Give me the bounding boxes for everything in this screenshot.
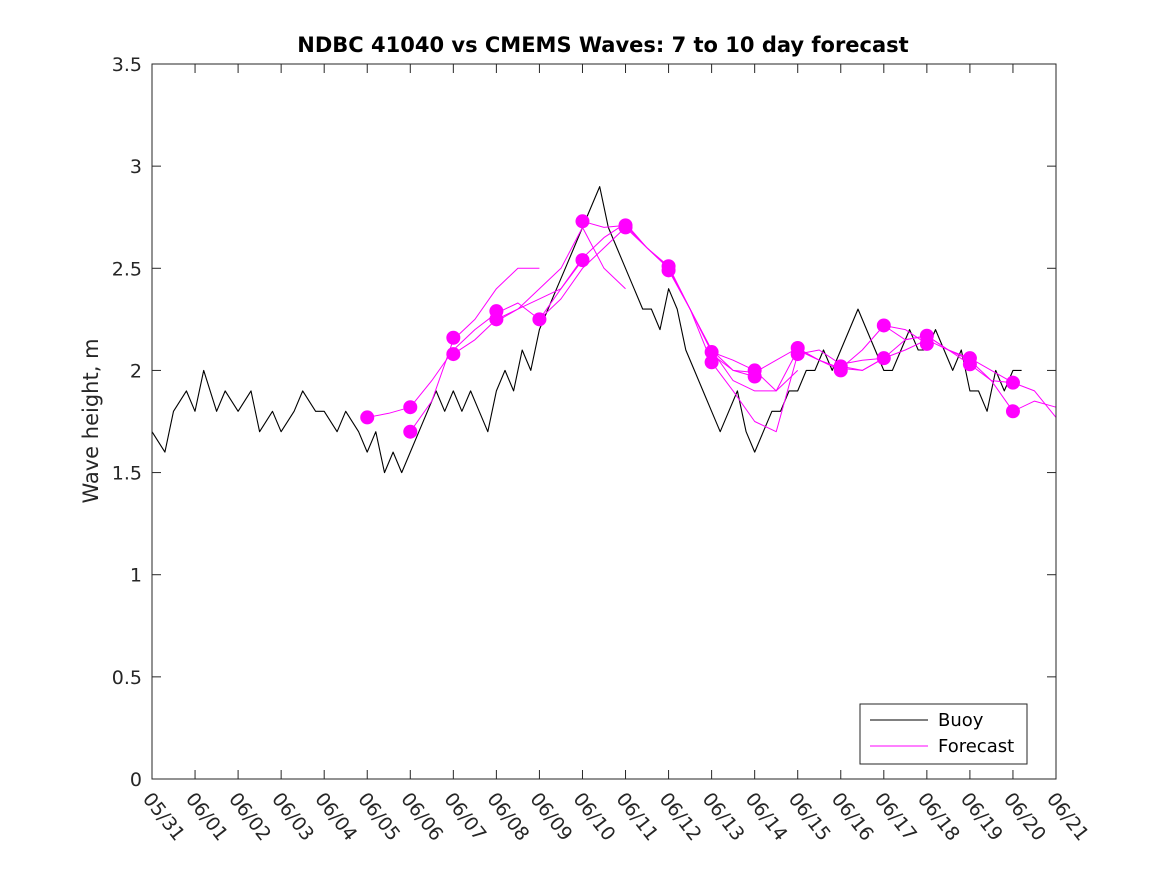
forecast-marker	[446, 347, 461, 362]
chart-title: NDBC 41040 vs CMEMS Waves: 7 to 10 day f…	[297, 33, 908, 57]
forecast-series-line-4	[496, 226, 626, 322]
forecast-marker	[489, 312, 504, 327]
forecast-marker	[833, 363, 848, 378]
legend-entry-buoy: Buoy	[938, 710, 984, 731]
forecast-marker	[360, 410, 375, 425]
forecast-marker	[403, 400, 418, 415]
forecast-marker	[1005, 375, 1020, 390]
y-tick-label: 3.5	[112, 54, 142, 76]
y-tick-label: 2	[130, 360, 142, 382]
forecast-marker	[876, 351, 891, 366]
forecast-marker	[532, 312, 547, 327]
forecast-marker	[618, 220, 633, 235]
y-axis-label: Wave height, m	[79, 338, 103, 503]
legend: Buoy Forecast	[859, 703, 1028, 765]
y-tick-label: 0	[130, 769, 142, 791]
forecast-marker	[575, 253, 590, 268]
forecast-marker	[704, 355, 719, 370]
forecast-marker	[747, 369, 762, 384]
forecast-marker	[919, 336, 934, 351]
axes-box	[151, 63, 1057, 780]
forecast-series-line-8	[668, 270, 884, 433]
forecast-marker	[790, 347, 805, 362]
forecast-marker	[575, 214, 590, 229]
forecast-marker	[1005, 404, 1020, 419]
forecast-series-line-2	[409, 267, 540, 432]
legend-box	[859, 703, 1028, 765]
forecast-marker	[704, 345, 719, 360]
y-tick-label: 1.5	[112, 463, 142, 485]
y-tick-label: 1	[130, 565, 142, 587]
y-tick-label: 0.5	[112, 667, 142, 689]
y-tick-label: 3	[130, 156, 142, 178]
y-tick-label: 2.5	[112, 258, 142, 280]
legend-entry-forecast: Forecast	[938, 736, 1014, 757]
forecast-marker	[962, 357, 977, 372]
forecast-marker	[661, 263, 676, 278]
forecast-marker	[403, 424, 418, 439]
forecast-marker	[446, 330, 461, 345]
plot-area	[151, 186, 1057, 474]
forecast-marker	[876, 318, 891, 333]
